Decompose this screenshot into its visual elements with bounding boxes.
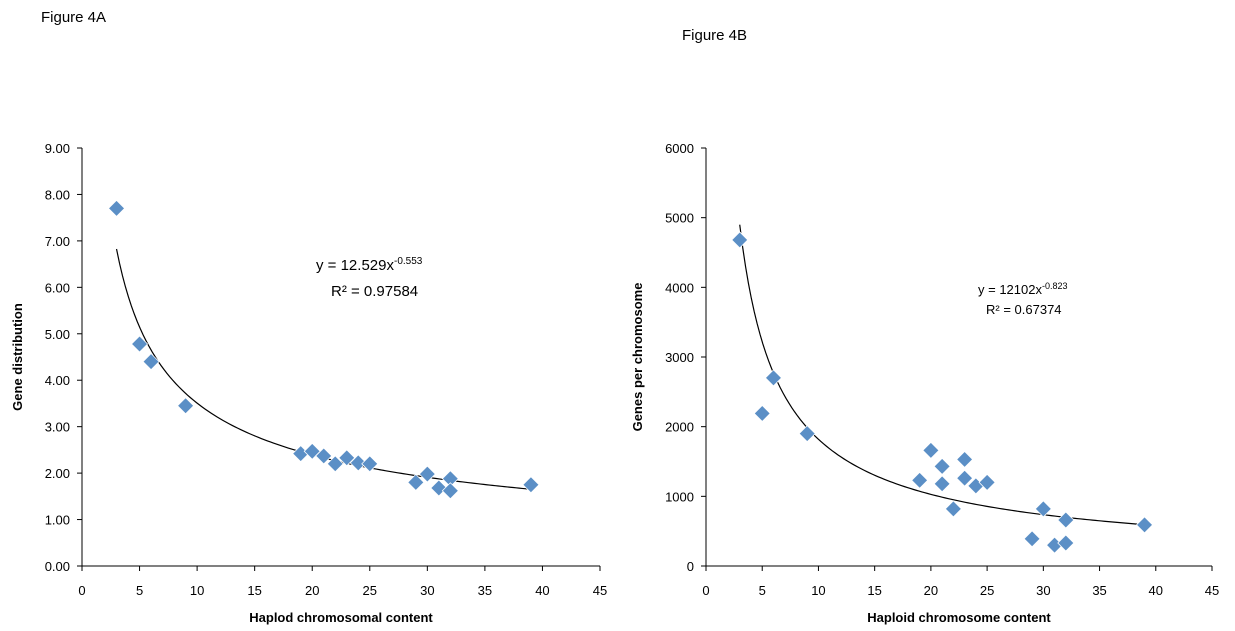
chart-4a-point xyxy=(418,465,436,483)
chart-4a-equation-exponent: -0.553 xyxy=(394,256,423,267)
chart-4a-x-tick-label: 15 xyxy=(247,583,261,598)
chart-4a-title: Figure 4A xyxy=(41,9,106,26)
chart-4a-x-tick-label: 10 xyxy=(190,583,204,598)
chart-4a-point xyxy=(338,449,356,467)
chart-4b-point xyxy=(933,475,951,493)
chart-4a-x-tick-label: 45 xyxy=(593,583,607,598)
chart-4b-r2: R² = 0.67374 xyxy=(986,302,1062,317)
chart-4a-y-tick-label: 2.00 xyxy=(45,466,70,481)
chart-4a-y-tick-label: 8.00 xyxy=(45,187,70,202)
chart-4b-x-tick-label: 15 xyxy=(867,583,881,598)
chart-4b-x-ticks: 0 5 10 15 20 25 30 35 40 45 xyxy=(702,566,1219,598)
chart-4a-x-tick-label: 0 xyxy=(78,583,85,598)
chart-4a-x-tick-label: 35 xyxy=(478,583,492,598)
chart-4a-y-tick-label: 6.00 xyxy=(45,280,70,295)
chart-4b-point xyxy=(731,231,749,249)
chart-4b-x-tick-label: 35 xyxy=(1092,583,1106,598)
chart-4b-point xyxy=(764,369,783,387)
chart-4a-y-ticks: 0.00 1.00 2.00 3.00 4.00 5.00 6.00 7.00 8.00 9.00 xyxy=(45,141,82,574)
chart-4b-x-tick-label: 45 xyxy=(1205,583,1219,598)
chart-4b-points xyxy=(731,231,1154,554)
chart-4b: Figure 4B 0 5 10 15 20 25 30 35 40 45 0 1000 2000 30… xyxy=(630,27,1219,625)
chart-4b-x-tick-label: 25 xyxy=(980,583,994,598)
chart-4b-point xyxy=(956,469,974,487)
chart-4a-points xyxy=(107,199,540,500)
chart-4a-point xyxy=(177,397,195,415)
chart-4b-x-tick-label: 10 xyxy=(811,583,825,598)
chart-4a-point xyxy=(315,447,333,465)
chart-4a-x-ticks: 0 5 10 15 20 25 30 35 40 45 xyxy=(78,566,607,598)
chart-4a-point xyxy=(130,335,149,353)
chart-4a-point xyxy=(142,353,160,371)
chart-4b-y-tick-label: 4000 xyxy=(665,280,694,295)
chart-4b-y-axis-title: Genes per chromosome xyxy=(630,283,645,432)
chart-4b-x-tick-label: 0 xyxy=(702,583,709,598)
chart-4a-point xyxy=(361,455,379,473)
chart-4a-x-axis-title: Haplod chromosomal content xyxy=(249,610,433,625)
chart-4b-y-tick-label: 6000 xyxy=(665,141,694,156)
chart-4b-x-tick-label: 5 xyxy=(759,583,766,598)
chart-4a-y-tick-label: 3.00 xyxy=(45,420,70,435)
chart-4b-y-tick-label: 3000 xyxy=(665,350,694,365)
chart-4a-y-tick-label: 5.00 xyxy=(45,327,70,342)
chart-4b-point xyxy=(956,450,974,468)
chart-4b-point xyxy=(911,471,929,489)
chart-4a-y-tick-label: 9.00 xyxy=(45,141,70,156)
chart-4b-x-tick-label: 40 xyxy=(1149,583,1163,598)
chart-4b-point xyxy=(978,473,996,491)
chart-4b-point xyxy=(753,404,771,422)
chart-4a-equation-main: y = 12.529x xyxy=(316,257,394,274)
chart-4b-point xyxy=(922,441,940,459)
chart-4b-y-tick-label: 1000 xyxy=(665,489,694,504)
chart-4a-point xyxy=(430,479,448,497)
chart-4b-title: Figure 4B xyxy=(682,27,747,44)
chart-4b-point xyxy=(1057,511,1075,529)
chart-4a-x-tick-label: 40 xyxy=(535,583,549,598)
chart-4b-point xyxy=(1034,500,1052,518)
chart-4b-point xyxy=(1023,530,1041,548)
chart-4b-y-tick-label: 2000 xyxy=(665,420,694,435)
chart-4b-equation-exponent: -0.823 xyxy=(1042,281,1068,291)
chart-4b-point xyxy=(1057,534,1075,552)
chart-4a-x-tick-label: 30 xyxy=(420,583,434,598)
chart-4a-r2: R² = 0.97584 xyxy=(331,283,418,300)
chart-4b-point xyxy=(933,457,951,475)
chart-4b-x-tick-label: 30 xyxy=(1036,583,1050,598)
chart-4a: Figure 4A 0 5 10 15 20 25 30 35 40 45 0.00 1.00 2.0… xyxy=(10,9,607,625)
chart-4a-y-tick-label: 7.00 xyxy=(45,234,70,249)
chart-4b-x-tick-label: 20 xyxy=(924,583,938,598)
chart-4b-point xyxy=(1135,516,1154,534)
chart-4a-x-tick-label: 5 xyxy=(136,583,143,598)
chart-4b-point xyxy=(944,500,962,518)
chart-4b-y-tick-label: 5000 xyxy=(665,211,694,226)
chart-4a-equation: y = 12.529x-0.553 xyxy=(316,256,423,274)
chart-4b-y-ticks: 0 1000 2000 3000 4000 5000 6000 xyxy=(665,141,706,574)
chart-4a-point xyxy=(107,199,126,217)
chart-4a-point xyxy=(326,455,344,473)
chart-4a-point xyxy=(349,454,367,472)
chart-4b-x-axis-title: Haploid chromosome content xyxy=(867,610,1051,625)
chart-4a-point xyxy=(522,476,540,494)
chart-4a-x-tick-label: 20 xyxy=(305,583,319,598)
chart-4a-point xyxy=(407,473,425,491)
chart-4b-point xyxy=(798,425,816,443)
chart-4a-y-tick-label: 4.00 xyxy=(45,373,70,388)
chart-4a-x-tick-label: 25 xyxy=(363,583,377,598)
chart-4b-y-tick-label: 0 xyxy=(687,559,694,574)
chart-4b-equation: y = 12102x-0.823 xyxy=(978,281,1068,297)
chart-4b-equation-main: y = 12102x xyxy=(978,282,1042,297)
chart-4a-point xyxy=(441,482,459,500)
chart-4a-y-tick-label: 1.00 xyxy=(45,513,70,528)
chart-4a-y-axis-title: Gene distribution xyxy=(10,303,25,411)
chart-4a-y-tick-label: 0.00 xyxy=(45,559,70,574)
